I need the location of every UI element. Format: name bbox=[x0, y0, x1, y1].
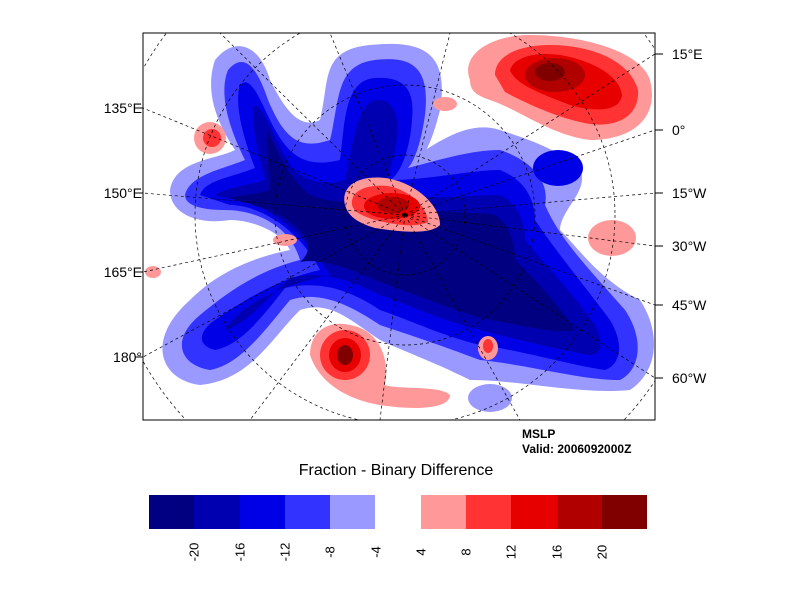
positive-anomaly-region bbox=[203, 129, 221, 147]
colorbar bbox=[149, 495, 648, 529]
colorbar-box bbox=[330, 495, 376, 529]
positive-anomaly-region bbox=[483, 339, 493, 353]
plot-info: MSLP Valid: 2006092000Z bbox=[522, 427, 631, 457]
map-frame bbox=[142, 32, 656, 421]
positive-anomaly-region bbox=[433, 97, 457, 111]
colorbar-tick-label: -16 bbox=[232, 542, 248, 562]
colorbar-box bbox=[601, 495, 648, 529]
graticule bbox=[143, 33, 655, 420]
positive-anomaly-region bbox=[145, 266, 161, 278]
colorbar-tick-label: -12 bbox=[277, 542, 293, 562]
colorbar-box bbox=[194, 495, 240, 529]
colorbar-tick-label: 20 bbox=[594, 544, 610, 560]
colorbar-box bbox=[149, 495, 195, 529]
colorbar-tick-label: -20 bbox=[186, 542, 202, 562]
lon-label: 180° bbox=[113, 349, 142, 365]
lon-label: 15°W bbox=[672, 185, 707, 201]
lon-label: 150°E bbox=[103, 185, 142, 201]
colorbar-tick-label: -8 bbox=[322, 546, 338, 558]
lon-label: 45°W bbox=[672, 297, 707, 313]
axis-ticks bbox=[135, 53, 663, 379]
colorbar-box bbox=[511, 495, 557, 529]
variable-label: MSLP bbox=[522, 427, 556, 441]
colorbar-tick-label: -4 bbox=[368, 546, 383, 558]
lon-label: 0° bbox=[672, 122, 686, 138]
colorbar-box bbox=[466, 495, 512, 529]
lon-label: 60°W bbox=[672, 370, 707, 386]
negative-anomaly-region bbox=[468, 384, 512, 412]
negative-anomaly-region bbox=[533, 150, 583, 186]
colorbar-box bbox=[420, 495, 467, 529]
colorbar-box bbox=[239, 495, 285, 529]
valid-time: Valid: 2006092000Z bbox=[522, 442, 632, 456]
colorbar-box bbox=[284, 495, 331, 529]
positive-anomaly-region bbox=[377, 197, 409, 213]
colorbar-tick-label: 12 bbox=[503, 544, 519, 560]
colorbar-title: Fraction - Binary Difference bbox=[298, 462, 494, 479]
lon-label: 165°E bbox=[103, 264, 142, 280]
positive-anomaly-region bbox=[588, 220, 636, 256]
colorbar-box bbox=[375, 495, 421, 529]
positive-anomaly-region bbox=[273, 234, 297, 246]
colorbar-tick-label: 16 bbox=[549, 544, 565, 560]
lon-label: 15°E bbox=[672, 46, 703, 62]
colorbar-tick-label: 4 bbox=[413, 548, 429, 556]
lon-label: 30°W bbox=[672, 238, 707, 254]
lon-label: 135°E bbox=[103, 100, 142, 116]
positive-anomaly-region bbox=[337, 345, 353, 365]
positive-anomaly-region bbox=[535, 63, 565, 81]
colorbar-tick-label: 8 bbox=[458, 548, 474, 556]
colorbar-box bbox=[556, 495, 602, 529]
